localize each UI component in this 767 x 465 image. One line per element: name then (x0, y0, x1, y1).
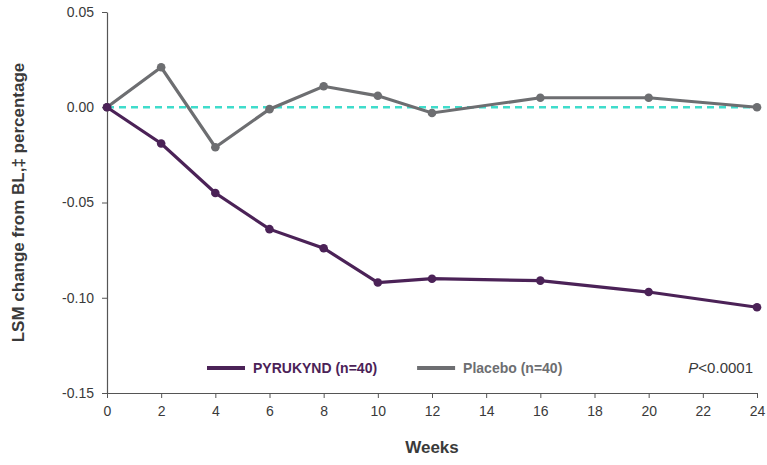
x-tick-mark (432, 393, 433, 398)
y-tick-mark (102, 12, 107, 13)
y-tick-label: -0.10 (62, 290, 94, 306)
series-marker (265, 105, 274, 114)
x-tick: 0 (104, 393, 112, 419)
x-tick: 8 (320, 393, 328, 419)
annotation-part: P (688, 359, 698, 376)
x-tick: 4 (212, 393, 220, 419)
x-tick-label: 22 (696, 403, 712, 419)
x-tick-label: 24 (750, 403, 766, 419)
y-tick-label: -0.15 (62, 385, 94, 401)
legend-label: Placebo (n=40) (463, 360, 562, 376)
x-axis: 024681012141618202224 (104, 393, 766, 419)
x-tick-mark (757, 393, 758, 398)
chart: -0.15-0.10-0.050.000.0502468101214161820… (0, 0, 767, 465)
x-tick: 18 (587, 393, 603, 419)
x-tick-label: 14 (479, 403, 495, 419)
x-tick-mark (703, 393, 704, 398)
series-marker (428, 274, 437, 283)
x-tick: 10 (371, 393, 387, 419)
series-marker (157, 139, 166, 148)
annotation: P<0.0001 (688, 359, 753, 376)
x-tick-mark (324, 393, 325, 398)
x-tick: 24 (750, 393, 766, 419)
legend-item: Placebo (n=40) (417, 360, 562, 376)
x-tick: 22 (696, 393, 712, 419)
x-tick-label: 20 (641, 403, 657, 419)
series-marker (103, 103, 112, 112)
series-marker (374, 278, 383, 287)
x-tick: 20 (641, 393, 657, 419)
x-tick-label: 18 (587, 403, 603, 419)
legend: PYRUKYND (n=40) Placebo (n=40) (207, 360, 562, 376)
y-axis-title: LSM change from BL,‡ percentage (9, 63, 28, 343)
y-tick-mark (102, 298, 107, 299)
x-tick-mark (486, 393, 487, 398)
x-tick: 6 (266, 393, 274, 419)
x-tick-label: 10 (371, 403, 387, 419)
legend-swatch (417, 366, 455, 370)
x-tick-mark (215, 393, 216, 398)
x-tick: 12 (425, 393, 441, 419)
plot: -0.15-0.10-0.050.000.0502468101214161820… (62, 4, 765, 419)
x-tick: 16 (533, 393, 549, 419)
x-tick-mark (649, 393, 650, 398)
series-marker (319, 244, 328, 253)
x-tick-mark (540, 393, 541, 398)
y-tick: -0.10 (62, 290, 107, 306)
x-tick-label: 8 (320, 403, 328, 419)
series-line (107, 67, 757, 147)
x-tick-mark (161, 393, 162, 398)
x-tick-label: 2 (158, 403, 166, 419)
x-tick-mark (270, 393, 271, 398)
x-tick-label: 0 (104, 403, 112, 419)
y-tick-label: 0.00 (67, 99, 94, 115)
y-tick: 0.05 (67, 4, 107, 20)
y-tick-label: 0.05 (67, 4, 94, 20)
x-tick-mark (378, 393, 379, 398)
y-tick-mark (102, 393, 107, 394)
axis-line (107, 13, 108, 394)
series-marker (536, 93, 545, 102)
series-marker (536, 276, 545, 285)
y-tick: 0.00 (67, 99, 107, 115)
series-marker (644, 93, 653, 102)
series-marker (211, 189, 220, 198)
series-marker (428, 109, 437, 118)
series-marker (753, 103, 762, 112)
series-marker (265, 225, 274, 234)
series-marker (753, 303, 762, 312)
x-tick-label: 16 (533, 403, 549, 419)
legend-swatch (207, 366, 245, 370)
x-tick-label: 4 (212, 403, 220, 419)
series-marker (103, 103, 112, 112)
x-axis-title: Weeks (405, 438, 459, 457)
series-marker (211, 143, 220, 152)
x-tick-mark (107, 393, 108, 398)
series-marker (157, 63, 166, 72)
x-tick-label: 12 (425, 403, 441, 419)
annotation-part: <0.0001 (698, 359, 753, 376)
legend-label: PYRUKYND (n=40) (253, 360, 377, 376)
y-tick-label: -0.05 (62, 194, 94, 210)
x-tick-label: 6 (266, 403, 274, 419)
x-tick-mark (595, 393, 596, 398)
series-marker (644, 288, 653, 297)
y-tick-mark (102, 203, 107, 204)
y-axis: -0.15 -0.10 -0.05 0.00 0.05 (62, 4, 107, 401)
series-line (107, 107, 757, 307)
series-marker (374, 92, 383, 101)
marks (103, 63, 762, 312)
series-marker (319, 82, 328, 91)
x-tick: 2 (158, 393, 166, 419)
y-tick: -0.15 (62, 385, 107, 401)
y-tick: -0.05 (62, 194, 107, 210)
reference-line (107, 106, 757, 109)
x-tick: 14 (479, 393, 495, 419)
legend-item: PYRUKYND (n=40) (207, 360, 377, 376)
